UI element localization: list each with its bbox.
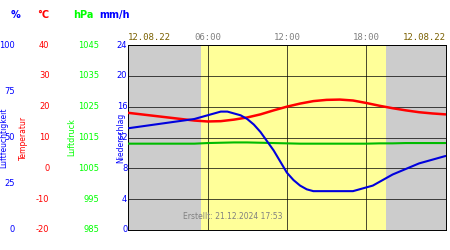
Text: 06:00: 06:00 — [194, 34, 221, 42]
Text: °C: °C — [37, 10, 49, 20]
Text: 30: 30 — [39, 71, 50, 80]
Text: 0: 0 — [9, 226, 15, 234]
Text: mm/h: mm/h — [99, 10, 130, 20]
Text: hPa: hPa — [73, 10, 94, 20]
Text: 995: 995 — [83, 195, 99, 204]
Text: Temperatur: Temperatur — [19, 116, 28, 160]
Text: 985: 985 — [83, 226, 99, 234]
Text: 0: 0 — [44, 164, 50, 173]
Text: 10: 10 — [39, 133, 50, 142]
Text: 18:00: 18:00 — [353, 34, 380, 42]
Bar — [386, 45, 446, 230]
Bar — [128, 45, 201, 230]
Text: 50: 50 — [4, 133, 15, 142]
Text: 4: 4 — [122, 195, 127, 204]
Text: 20: 20 — [39, 102, 50, 111]
Text: 1045: 1045 — [78, 40, 99, 50]
Text: 8: 8 — [122, 164, 127, 173]
Text: 12:00: 12:00 — [274, 34, 300, 42]
Text: Niederschlag: Niederschlag — [116, 112, 125, 162]
Text: 20: 20 — [117, 71, 127, 80]
Text: 24: 24 — [117, 40, 127, 50]
Text: 25: 25 — [4, 179, 15, 188]
Text: 1015: 1015 — [78, 133, 99, 142]
Text: 1005: 1005 — [78, 164, 99, 173]
Text: 100: 100 — [0, 40, 15, 50]
Text: 0: 0 — [122, 226, 127, 234]
Text: 1025: 1025 — [78, 102, 99, 111]
Text: 16: 16 — [117, 102, 127, 111]
Text: 75: 75 — [4, 87, 15, 96]
Text: 12: 12 — [117, 133, 127, 142]
Text: 12.08.22: 12.08.22 — [402, 34, 446, 42]
Bar — [201, 45, 386, 230]
Text: Erstellt: 21.12.2024 17:53: Erstellt: 21.12.2024 17:53 — [183, 212, 283, 221]
Text: 1035: 1035 — [78, 71, 99, 80]
Text: Luftfeuchtigkeit: Luftfeuchtigkeit — [0, 107, 8, 168]
Text: 12.08.22: 12.08.22 — [128, 34, 171, 42]
Text: -20: -20 — [36, 226, 50, 234]
Text: Luftdruck: Luftdruck — [68, 118, 76, 156]
Text: -10: -10 — [36, 195, 50, 204]
Text: 40: 40 — [39, 40, 50, 50]
Text: %: % — [11, 10, 21, 20]
